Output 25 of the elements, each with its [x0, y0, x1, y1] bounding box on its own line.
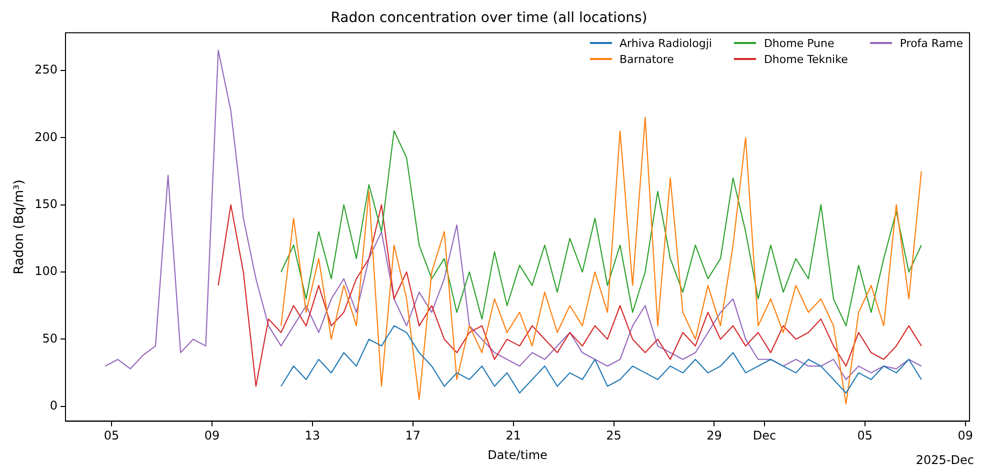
- text: 2025-Dec: [916, 453, 974, 468]
- y-tick-label: 150: [34, 196, 58, 211]
- y-tick-label: 0: [50, 398, 58, 413]
- legend-label: Arhiva Radiologji: [620, 36, 712, 50]
- legend-label: Profa Rame: [900, 36, 964, 50]
- y-tick-label: 100: [34, 264, 58, 278]
- x-tick-label: 09: [204, 428, 220, 443]
- x-tick-label: 25: [606, 428, 622, 443]
- y-axis-title: Radon (Bq/m³): [12, 180, 28, 274]
- x-tick-label: 05: [857, 428, 873, 443]
- x-axis-title: Date/time: [488, 448, 548, 462]
- y-tick-label: 200: [34, 130, 58, 144]
- y-tick-label: 50: [42, 331, 58, 346]
- chart-title: Radon concentration over time (all locations): [330, 10, 648, 26]
- x-tick-label: 21: [506, 428, 521, 443]
- x-tick-label: 05: [104, 428, 120, 443]
- y-tick-label: 250: [34, 62, 58, 77]
- legend-label: Barnatore: [620, 52, 674, 66]
- legend-label: Dhome Teknike: [764, 52, 848, 66]
- x-tick-label: 17: [405, 428, 421, 443]
- x-tick-label: 29: [706, 428, 722, 443]
- x-tick-label: 13: [304, 428, 320, 443]
- x-tick-label: Dec: [752, 428, 776, 443]
- legend-label: Dhome Pune: [764, 36, 834, 50]
- x-tick-label: 09: [958, 428, 973, 443]
